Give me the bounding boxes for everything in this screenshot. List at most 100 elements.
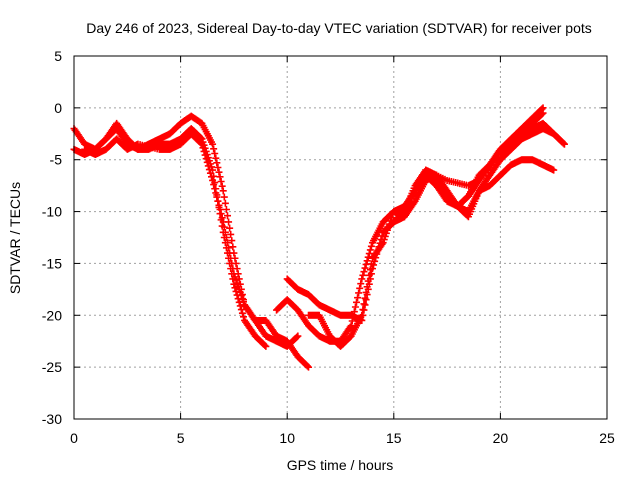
data-point	[213, 193, 221, 201]
data-point	[362, 288, 370, 296]
data-point	[219, 218, 227, 226]
data-points	[70, 104, 568, 371]
y-tick-label: -15	[42, 255, 62, 271]
x-tick-label: 25	[599, 430, 615, 446]
data-point	[365, 250, 373, 258]
data-point	[213, 159, 221, 167]
data-point	[366, 246, 374, 254]
data-point	[206, 169, 214, 177]
y-tick-label: -30	[42, 411, 62, 427]
data-point	[229, 243, 237, 251]
data-point	[225, 244, 233, 252]
x-tick-label: 20	[493, 430, 509, 446]
data-point	[361, 264, 369, 272]
data-point	[210, 145, 218, 153]
data-point	[239, 313, 247, 321]
y-tick-label: -20	[42, 307, 62, 323]
data-point	[199, 144, 207, 152]
data-point	[228, 259, 236, 267]
data-point	[238, 309, 246, 317]
data-point	[219, 187, 227, 195]
data-point	[539, 109, 547, 117]
data-point	[538, 110, 546, 118]
data-point	[198, 140, 206, 148]
data-point	[226, 249, 234, 257]
data-point	[204, 162, 212, 170]
data-point	[216, 173, 224, 181]
x-tick-label: 0	[70, 430, 78, 446]
data-point	[202, 155, 210, 163]
data-point	[559, 139, 567, 147]
data-point	[220, 223, 228, 231]
data-point	[355, 289, 363, 297]
data-point	[303, 362, 311, 370]
data-point	[359, 271, 367, 279]
data-point	[560, 140, 568, 148]
series-track-2	[70, 125, 270, 350]
data-point	[229, 265, 237, 273]
plot-frame	[73, 55, 608, 420]
data-point	[360, 268, 368, 276]
grid-lines	[74, 56, 607, 419]
data-point	[212, 189, 220, 197]
series-track-8	[422, 119, 568, 190]
data-point	[212, 154, 220, 162]
data-point	[221, 199, 229, 207]
data-point	[365, 271, 373, 279]
y-tick-label: 0	[54, 100, 62, 116]
data-point	[305, 363, 313, 371]
data-point	[262, 342, 270, 350]
data-point	[222, 234, 230, 241]
data-point	[217, 210, 225, 218]
data-point	[211, 185, 219, 193]
data-point	[361, 301, 369, 309]
data-point	[235, 275, 243, 283]
data-point	[358, 275, 366, 283]
y-tick-labels: 5 0 -5 -10 -15 -20 -25 -30	[42, 48, 62, 427]
data-point	[354, 294, 362, 302]
data-point	[210, 181, 218, 189]
y-axis-label: SDTVAR / TECUs	[7, 182, 23, 294]
data-point	[201, 151, 209, 159]
data-point	[218, 182, 226, 190]
data-point	[550, 166, 558, 174]
data-point	[261, 341, 269, 349]
x-tick-label: 15	[386, 430, 402, 446]
data-point	[224, 239, 232, 247]
data-point	[209, 176, 217, 184]
data-point	[293, 333, 301, 341]
x-axis-label: GPS time / hours	[287, 457, 394, 473]
data-point	[363, 257, 371, 265]
data-point	[358, 311, 366, 319]
data-point	[237, 306, 245, 314]
data-point	[359, 306, 367, 314]
data-point	[208, 173, 216, 181]
data-point	[222, 205, 230, 213]
axis-ticks	[73, 55, 608, 420]
data-point	[209, 140, 217, 148]
data-point	[226, 224, 234, 232]
data-point	[228, 237, 236, 245]
data-point	[197, 139, 205, 147]
data-point	[216, 205, 224, 213]
y-tick-label: -25	[42, 359, 62, 375]
data-point	[211, 149, 219, 157]
data-point	[364, 277, 372, 285]
data-point	[217, 177, 225, 185]
data-point	[224, 212, 232, 220]
data-point	[221, 228, 229, 236]
series-track-3	[81, 130, 302, 350]
data-point	[214, 197, 222, 205]
data-point	[367, 260, 375, 268]
data-point	[215, 168, 223, 176]
data-point	[227, 230, 235, 238]
series-track-7	[379, 156, 558, 236]
x-tick-label: 5	[177, 430, 185, 446]
y-tick-label: -5	[50, 152, 63, 168]
x-tick-labels: 0 5 10 15 20 25	[70, 430, 615, 446]
series-track-4	[273, 104, 547, 345]
data-point	[351, 303, 359, 311]
series-track-5	[283, 125, 568, 324]
data-point	[203, 158, 211, 166]
